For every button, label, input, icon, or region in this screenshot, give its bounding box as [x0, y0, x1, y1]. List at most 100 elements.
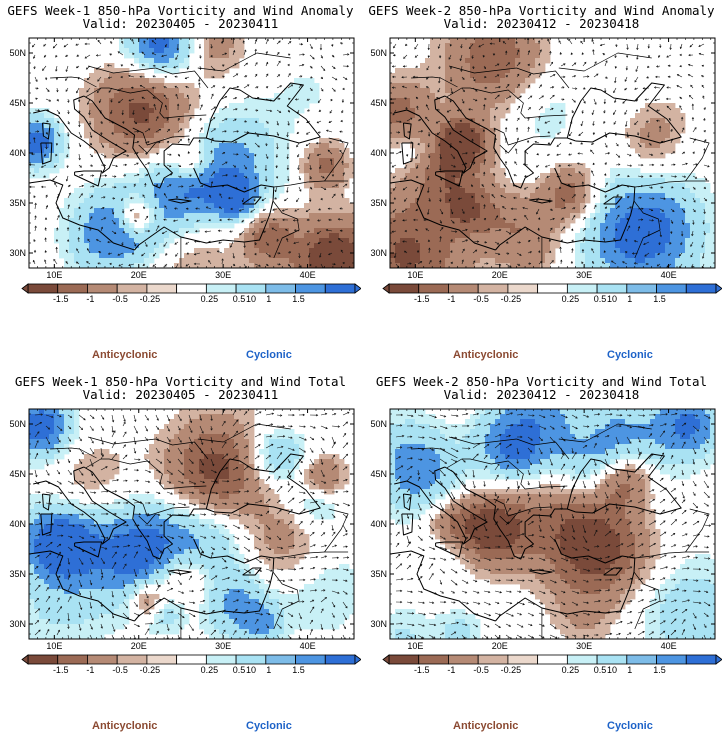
lat-label: 30N	[370, 619, 387, 629]
colorbar-tick-label: 1	[266, 294, 271, 304]
colorbar-tick-label: 0.5	[594, 294, 607, 304]
coastlines	[29, 52, 349, 268]
colorbar: -1.5 -1 -0.5 -0.25 0.25 0.5 1 1.5 10	[382, 283, 722, 304]
lon-label: 10E	[46, 270, 62, 280]
colorbar-tick-label: -1.5	[53, 294, 69, 304]
panel-title: GEFS Week-1 850-hPa Vorticity and Wind A…	[7, 3, 354, 18]
panel-title: GEFS Week-1 850-hPa Vorticity and Wind T…	[14, 374, 347, 389]
colorbar-tick-label: -0.5	[473, 665, 489, 675]
lon-label: 40E	[300, 641, 316, 651]
colorbar-tick-label: -1	[447, 665, 455, 675]
lon-label: 20E	[131, 641, 147, 651]
colorbar-tick-label: -1	[86, 665, 94, 675]
map-canvas: 50N 45N 40N 35N 30N 10E 20E 30E 40E -1.5 -1 -0.5 -0.…	[370, 408, 722, 675]
panel-title: GEFS Week-2 850-hPa Vorticity and Wind T…	[375, 374, 708, 389]
lon-label: 30E	[215, 641, 231, 651]
legend-cyclonic: Cyclonic	[607, 349, 653, 361]
coastlines	[29, 423, 349, 639]
map-canvas: 50N 45N 40N 35N 30N 10E 20E 30E 40E -1.5 -1 -0.5 -0.…	[9, 37, 361, 304]
lat-label: 35N	[9, 569, 26, 579]
lat-label: 30N	[9, 248, 26, 258]
colorbar-scale-label: 10	[607, 294, 617, 304]
legend-anticyclonic: Anticyclonic	[92, 349, 158, 361]
legend-cyclonic: Cyclonic	[607, 720, 653, 732]
colorbar-tick-label: 0.25	[201, 294, 219, 304]
coastlines	[390, 52, 710, 268]
lat-label: 50N	[9, 48, 26, 58]
lat-label: 30N	[370, 248, 387, 258]
colorbar-tick-label: -1	[86, 294, 94, 304]
lon-label: 10E	[407, 270, 423, 280]
lat-label: 35N	[9, 198, 26, 208]
lon-label: 40E	[300, 270, 316, 280]
colorbar-tick-label: 0.25	[562, 665, 580, 675]
colorbar-tick-label: 0.5	[233, 665, 246, 675]
lat-label: 40N	[370, 148, 387, 158]
lat-label: 35N	[370, 569, 387, 579]
colorbar-scale-label: 10	[607, 665, 617, 675]
lon-label: 10E	[46, 641, 62, 651]
colorbar-tick-label: -0.25	[140, 665, 161, 675]
colorbar-tick-label: 1.5	[292, 294, 305, 304]
colorbar-tick-label: 0.5	[594, 665, 607, 675]
lat-label: 50N	[9, 419, 26, 429]
lat-label: 45N	[370, 98, 387, 108]
colorbar-tick-label: 1	[627, 665, 632, 675]
colorbar-tick-label: -0.5	[473, 294, 489, 304]
colorbar-tick-label: 0.5	[233, 294, 246, 304]
lat-label: 45N	[9, 98, 26, 108]
wind-vectors	[34, 409, 351, 639]
lat-label: 45N	[9, 469, 26, 479]
map-panel-p3: GEFS Week-1 850-hPa Vorticity and Wind T…	[0, 371, 361, 742]
coastlines	[390, 423, 710, 639]
lon-label: 20E	[492, 641, 508, 651]
colorbar-tick-label: -0.25	[501, 665, 522, 675]
colorbar-tick-label: 1	[627, 294, 632, 304]
lon-label: 40E	[661, 270, 677, 280]
lat-label: 50N	[370, 48, 387, 58]
map-panel-p1: GEFS Week-1 850-hPa Vorticity and Wind A…	[0, 0, 361, 371]
lon-label: 30E	[576, 641, 592, 651]
colorbar-scale-label: 10	[246, 294, 256, 304]
lon-label: 20E	[131, 270, 147, 280]
map-canvas: 50N 45N 40N 35N 30N 10E 20E 30E 40E -1.5 -1 -0.5 -0.…	[9, 408, 361, 675]
lat-label: 40N	[370, 519, 387, 529]
colorbar-tick-label: 1.5	[653, 294, 666, 304]
colorbar: -1.5 -1 -0.5 -0.25 0.25 0.5 1 1.5 10	[21, 283, 361, 304]
legend-anticyclonic: Anticyclonic	[453, 720, 519, 732]
colorbar-tick-label: 1.5	[653, 665, 666, 675]
lon-label: 10E	[407, 641, 423, 651]
vorticity-shading	[29, 38, 354, 268]
legend-cyclonic: Cyclonic	[246, 349, 292, 361]
colorbar-tick-label: 1	[266, 665, 271, 675]
panel-valid-dates: Valid: 20230412 - 20230418	[443, 16, 640, 31]
colorbar-tick-label: 0.25	[562, 294, 580, 304]
lat-label: 50N	[370, 419, 387, 429]
colorbar-tick-label: -0.25	[140, 294, 161, 304]
map-canvas: 50N 45N 40N 35N 30N 10E 20E 30E 40E -1.5 -1 -0.5 -0.…	[370, 37, 722, 304]
lat-label: 45N	[370, 469, 387, 479]
colorbar-tick-label: 1.5	[292, 665, 305, 675]
legend-anticyclonic: Anticyclonic	[92, 720, 158, 732]
colorbar: -1.5 -1 -0.5 -0.25 0.25 0.5 1 1.5 10	[21, 654, 361, 675]
colorbar-tick-label: 0.25	[201, 665, 219, 675]
wind-vectors	[395, 412, 712, 639]
panel-valid-dates: Valid: 20230405 - 20230411	[82, 16, 279, 31]
vorticity-shading	[390, 38, 715, 268]
lat-label: 30N	[9, 619, 26, 629]
lon-label: 40E	[661, 641, 677, 651]
colorbar-tick-label: -1.5	[414, 665, 430, 675]
lat-label: 40N	[9, 519, 26, 529]
map-panel-p2: GEFS Week-2 850-hPa Vorticity and Wind A…	[361, 0, 722, 371]
vorticity-shading	[390, 409, 715, 639]
colorbar-tick-label: -1.5	[53, 665, 69, 675]
panel-title: GEFS Week-2 850-hPa Vorticity and Wind A…	[368, 3, 715, 18]
lat-label: 40N	[9, 148, 26, 158]
colorbar-scale-label: 10	[246, 665, 256, 675]
legend-cyclonic: Cyclonic	[246, 720, 292, 732]
lon-label: 30E	[215, 270, 231, 280]
colorbar-tick-label: -0.5	[112, 665, 128, 675]
map-panel-p4: GEFS Week-2 850-hPa Vorticity and Wind T…	[361, 371, 722, 742]
colorbar: -1.5 -1 -0.5 -0.25 0.25 0.5 1 1.5 10	[382, 654, 722, 675]
colorbar-tick-label: -1	[447, 294, 455, 304]
